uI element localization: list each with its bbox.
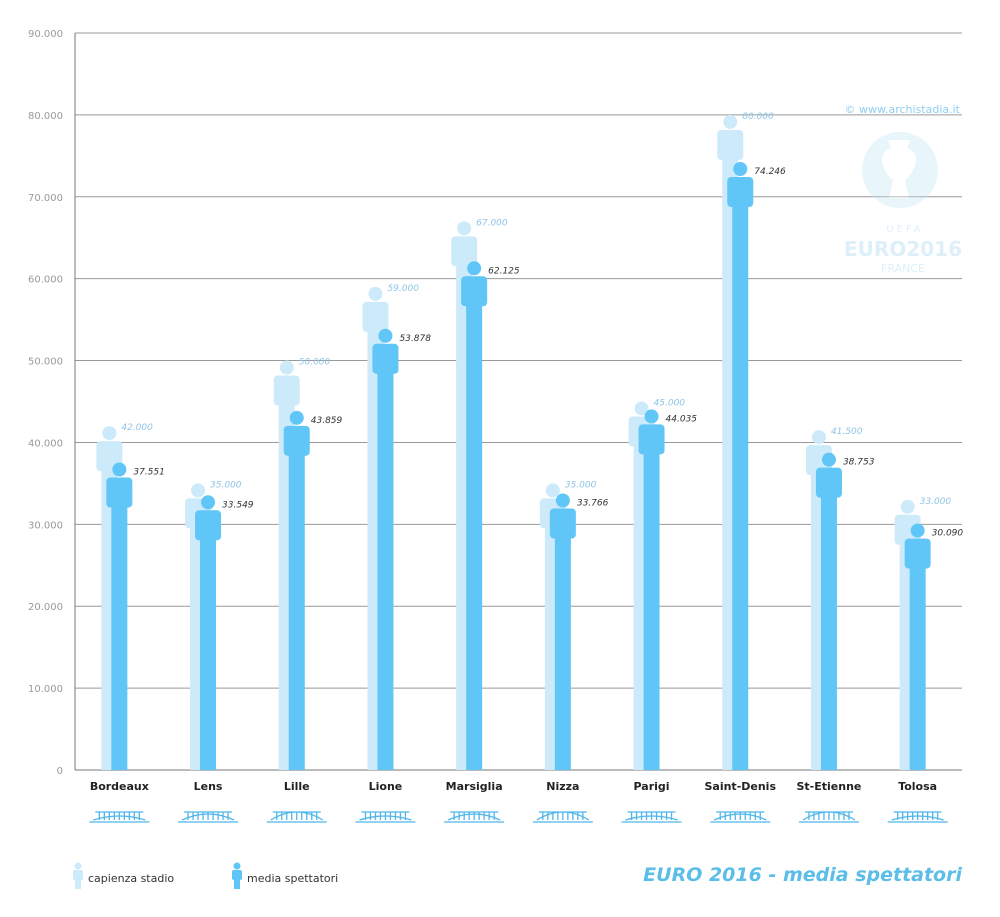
attendance-figure bbox=[638, 409, 665, 770]
capacity-label: 59.000 bbox=[387, 284, 419, 294]
watermark-france: FRANCE bbox=[881, 262, 925, 275]
watermark-euro: EURO2016 bbox=[844, 237, 962, 261]
capacity-label: 33.000 bbox=[920, 497, 952, 507]
x-category-label: St-Etienne bbox=[797, 780, 862, 793]
attendance-figure bbox=[727, 162, 754, 770]
attendance-label: 74.246 bbox=[754, 167, 786, 177]
chart-title: EURO 2016 - media spettatori bbox=[643, 864, 962, 886]
attendance-label: 53.878 bbox=[399, 334, 431, 344]
stadium-icon bbox=[887, 811, 948, 823]
attendance-label: 37.551 bbox=[133, 467, 165, 477]
stadium-icon bbox=[621, 811, 682, 823]
legend-item: media spettatori bbox=[232, 862, 338, 889]
stadium-icon bbox=[532, 811, 593, 823]
x-category-label: Lille bbox=[284, 780, 310, 793]
stadium-icon bbox=[798, 811, 859, 823]
y-tick-label: 0 bbox=[57, 766, 63, 777]
attendance-label: 44.035 bbox=[666, 414, 698, 424]
category-group-bordeaux: 42.000 37.551 Bordeaux bbox=[89, 423, 165, 823]
y-tick-label: 50.000 bbox=[28, 357, 63, 368]
attendance-label: 30.090 bbox=[932, 529, 964, 539]
category-group-st-etienne: 41.500 38.753 St-Etienne bbox=[797, 427, 875, 823]
capacity-label: 67.000 bbox=[476, 218, 508, 228]
category-group-lens: 35.000 33.549 Lens bbox=[178, 480, 254, 823]
capacity-label: 45.000 bbox=[654, 399, 686, 409]
attendance-label: 43.859 bbox=[311, 416, 343, 426]
y-tick-label: 70.000 bbox=[28, 193, 63, 204]
x-category-label: Bordeaux bbox=[90, 780, 149, 793]
attendance-figure bbox=[106, 462, 133, 770]
attendance-label: 62.125 bbox=[488, 266, 520, 276]
legend-item: capienza stadio bbox=[73, 862, 174, 889]
watermark-uefa: UEFA bbox=[886, 224, 923, 235]
y-tick-label: 40.000 bbox=[28, 438, 63, 449]
x-category-label: Lens bbox=[194, 780, 223, 793]
attendance-label: 38.753 bbox=[843, 458, 875, 468]
stadium-icon bbox=[355, 811, 416, 823]
category-group-tolosa: 33.000 30.090 Tolosa bbox=[887, 497, 964, 823]
y-tick-label: 90.000 bbox=[28, 29, 63, 40]
euro2016-logo-watermark: UEFA EURO2016 FRANCE bbox=[844, 132, 962, 275]
x-category-label: Marsiglia bbox=[446, 780, 503, 793]
attendance-figure bbox=[372, 328, 399, 770]
category-group-parigi: 45.000 44.035 Parigi bbox=[621, 399, 698, 823]
stadium-icon bbox=[178, 811, 239, 823]
capacity-label: 35.000 bbox=[210, 480, 242, 490]
capacity-label: 41.500 bbox=[831, 427, 863, 437]
capacity-label: 35.000 bbox=[565, 480, 597, 490]
y-tick-label: 10.000 bbox=[28, 684, 63, 695]
x-category-label: Nizza bbox=[546, 780, 579, 793]
category-group-saint-denis: 80.000 74.246 Saint-Denis bbox=[704, 112, 786, 823]
legend-label: capienza stadio bbox=[88, 872, 174, 885]
attendance-figure bbox=[549, 493, 576, 770]
attendance-figure bbox=[195, 495, 222, 770]
category-group-lille: 50.000 43.859 Lille bbox=[266, 358, 343, 823]
capacity-label: 42.000 bbox=[121, 423, 153, 433]
stadium-icon bbox=[89, 811, 150, 823]
y-tick-label: 80.000 bbox=[28, 111, 63, 122]
x-category-label: Lione bbox=[369, 780, 403, 793]
y-tick-label: 30.000 bbox=[28, 520, 63, 531]
attendance-figure bbox=[904, 523, 931, 770]
attendance-label: 33.766 bbox=[577, 498, 609, 508]
category-group-nizza: 35.000 33.766 Nizza bbox=[532, 480, 609, 823]
credit-text: © www.archistadia.it bbox=[845, 103, 961, 116]
legend-label: media spettatori bbox=[247, 872, 338, 885]
y-tick-label: 60.000 bbox=[28, 275, 63, 286]
category-group-lione: 59.000 53.878 Lione bbox=[355, 284, 431, 823]
stadium-icon bbox=[710, 811, 771, 823]
attendance-figure bbox=[283, 410, 310, 770]
x-category-label: Saint-Denis bbox=[704, 780, 776, 793]
stadium-icon bbox=[266, 811, 327, 823]
capacity-label: 80.000 bbox=[742, 112, 774, 122]
attendance-label: 33.549 bbox=[222, 500, 254, 510]
legend: capienza stadio media spettatori bbox=[73, 862, 338, 889]
attendance-figure bbox=[461, 261, 488, 770]
category-group-marsiglia: 67.000 62.125 Marsiglia bbox=[444, 218, 520, 823]
stadium-icon bbox=[444, 811, 505, 823]
x-category-label: Tolosa bbox=[898, 780, 937, 793]
x-category-label: Parigi bbox=[634, 780, 670, 793]
capacity-label: 50.000 bbox=[299, 358, 331, 368]
attendance-figure bbox=[815, 452, 842, 770]
y-tick-label: 20.000 bbox=[28, 602, 63, 613]
